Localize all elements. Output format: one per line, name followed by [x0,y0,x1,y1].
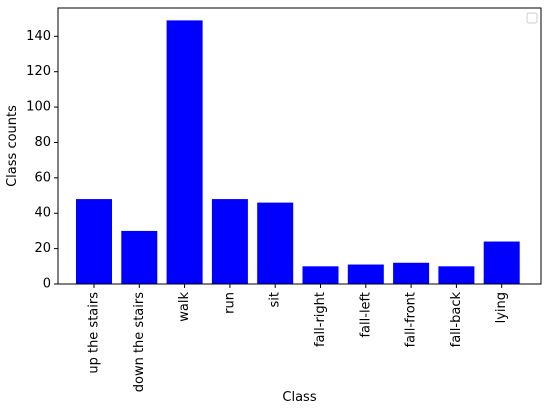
x-tick-label: fall-left [358,292,373,338]
x-tick-label: up the stairs [87,292,102,374]
y-tick-label: 120 [26,64,51,79]
y-tick-label: 20 [34,241,51,256]
y-tick-label: 0 [43,277,51,292]
x-tick-label: down the stairs [132,292,147,392]
bar-1 [121,230,158,284]
x-tick-label: lying [494,292,509,323]
x-tick-label: fall-right [313,292,328,347]
y-ticks-group: 0 20 40 60 80 100 120 140 [26,29,58,292]
y-tick-label: 60 [34,170,51,185]
bar-4 [257,202,294,284]
bar-3 [211,199,248,284]
bar-8 [438,266,475,284]
bar-9 [483,241,520,284]
x-tick-label: fall-front [404,292,419,347]
x-axis-label: Class [282,390,316,405]
bar-2 [166,20,203,285]
x-tick-label: fall-back [449,292,464,348]
bar-0 [76,199,112,284]
legend-box [526,12,538,24]
y-tick-label: 40 [34,206,51,221]
bar-7 [393,262,430,284]
bar-6 [347,264,384,284]
x-tick-label: sit [268,292,283,307]
x-tick-label: walk [177,292,192,322]
y-tick-label: 100 [26,100,51,115]
x-ticks-group: up the stairs down the stairs walk run sit fa… [87,284,509,392]
plot-frame [57,7,542,285]
bars-group [76,20,520,285]
y-tick-label: 140 [26,29,51,44]
y-tick-label: 80 [34,135,51,150]
bar-5 [302,266,339,284]
y-axis-label: Class counts [5,105,20,187]
x-tick-label: run [222,292,237,314]
